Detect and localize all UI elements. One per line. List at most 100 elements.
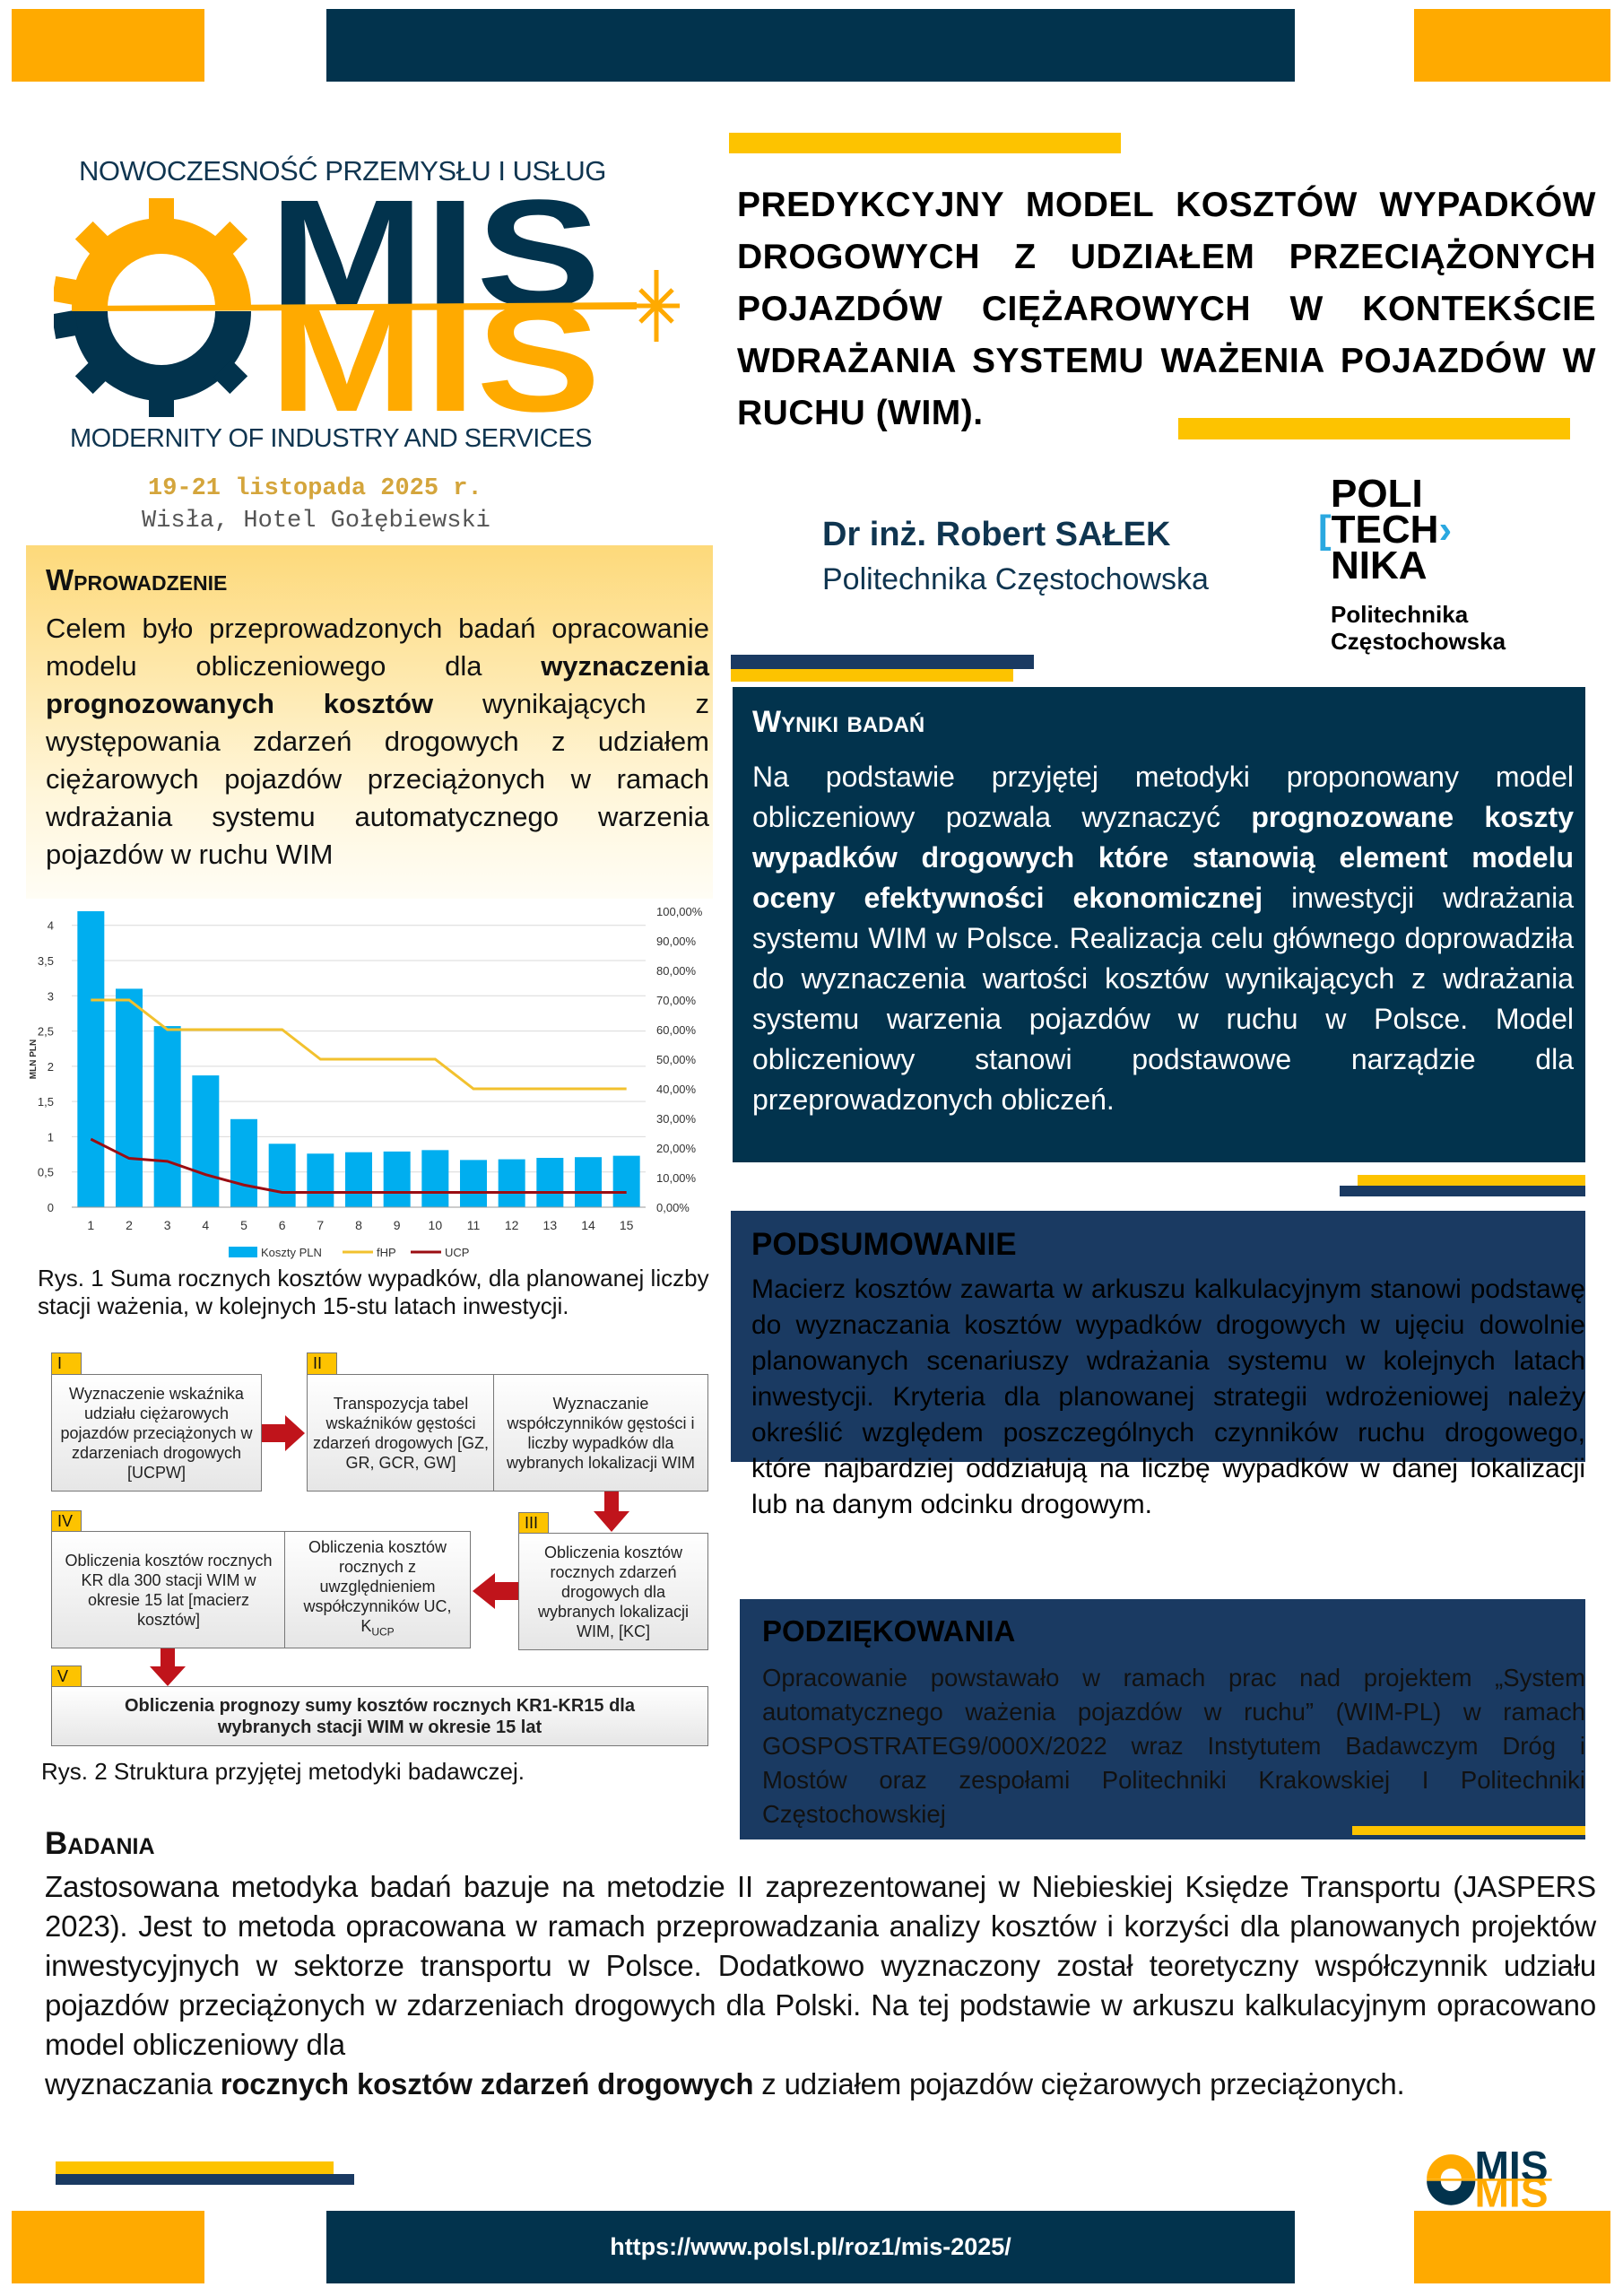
cost-chart: 00,511,522,533,540,00%10,00%20,00%30,00%… bbox=[29, 905, 703, 1259]
divider-yellow bbox=[731, 669, 1013, 682]
bar bbox=[421, 1150, 449, 1207]
series-line-fhp bbox=[91, 998, 627, 1091]
y2-tick-label: 0,00% bbox=[656, 1201, 690, 1214]
bottom-center-bar: https://www.polsl.pl/roz1/mis-2025/ bbox=[326, 2211, 1295, 2283]
conference-logo: NOWOCZESNOŚĆ PRZEMYSŁU I USŁUG MIS MIS M… bbox=[54, 151, 699, 465]
bar bbox=[345, 1152, 372, 1207]
university-logo: POLI [TECH› NIKA Politechnika Częstochow… bbox=[1318, 472, 1506, 656]
x-tick-label: 11 bbox=[467, 1218, 481, 1232]
author-affiliation: Politechnika Częstochowska bbox=[822, 562, 1209, 596]
step-tag: II bbox=[307, 1352, 337, 1374]
x-tick-label: 14 bbox=[581, 1218, 595, 1232]
x-tick-label: 8 bbox=[355, 1218, 362, 1232]
figure1-caption: Rys. 1 Suma rocznych kosztów wypadków, d… bbox=[38, 1265, 709, 1319]
conference-url-link[interactable]: https://www.polsl.pl/roz1/mis-2025/ bbox=[610, 2233, 1011, 2260]
results-section: Wyniki badań Na podstawie przyjętej meto… bbox=[733, 687, 1585, 1162]
acknowledgements-text: Opracowanie powstawało w ramach prac nad… bbox=[762, 1664, 1585, 1828]
arrow-down-icon bbox=[594, 1492, 629, 1532]
bar bbox=[460, 1160, 487, 1207]
x-tick-label: 9 bbox=[394, 1218, 401, 1232]
x-tick-label: 15 bbox=[620, 1218, 634, 1232]
x-tick-label: 3 bbox=[164, 1218, 171, 1232]
research-text: Zastosowana metodyka badań bazuje na met… bbox=[45, 1870, 1596, 2100]
bar bbox=[383, 1151, 411, 1207]
y-tick-label: 2,5 bbox=[38, 1025, 54, 1039]
bar bbox=[192, 1075, 220, 1207]
arrow-left-icon bbox=[473, 1573, 518, 1609]
y2-tick-label: 30,00% bbox=[656, 1112, 697, 1126]
conference-name-pl: NOWOCZESNOŚĆ PRZEMYSŁU I USŁUG bbox=[79, 155, 606, 187]
bar bbox=[153, 1026, 181, 1207]
series-line-ucp bbox=[90, 1137, 627, 1194]
step-tag: I bbox=[51, 1352, 82, 1374]
bottom-left-bar bbox=[12, 2211, 204, 2283]
svg-text:MIS: MIS bbox=[269, 274, 601, 424]
y-tick-label: 1 bbox=[48, 1130, 54, 1144]
legend-label: UCP bbox=[445, 1246, 469, 1259]
y-tick-label: 4 bbox=[48, 919, 54, 933]
legend-label: fHP bbox=[377, 1246, 396, 1259]
legend-swatch-bar bbox=[229, 1247, 257, 1257]
author-name: Dr inż. Robert SAŁEK bbox=[822, 516, 1171, 553]
arrow-down-icon bbox=[150, 1648, 186, 1686]
poster-title: PREDYKCYJNY MODEL KOSZTÓW WYPADKÓW DROGO… bbox=[737, 186, 1596, 432]
y2-tick-label: 80,00% bbox=[656, 964, 697, 978]
y-tick-label: 0,5 bbox=[38, 1166, 54, 1179]
top-center-bar bbox=[326, 9, 1295, 82]
y2-tick-label: 90,00% bbox=[656, 935, 697, 948]
y2-tick-label: 100,00% bbox=[656, 905, 703, 918]
step-2a-box: Transpozycja tabel wskaźników gęstości z… bbox=[307, 1374, 495, 1492]
y2-tick-label: 40,00% bbox=[656, 1083, 697, 1096]
y-tick-label: 0 bbox=[48, 1201, 54, 1214]
summary-heading: PODSUMOWANIE bbox=[751, 1227, 1017, 1262]
y2-tick-label: 70,00% bbox=[656, 994, 697, 1007]
title-accent-bottom bbox=[1178, 418, 1570, 439]
footer-accent-yellow bbox=[56, 2161, 334, 2174]
y2-tick-label: 10,00% bbox=[656, 1171, 697, 1185]
results-accent-navy bbox=[1340, 1186, 1585, 1196]
footer-mis-logo: MIS MIS bbox=[1417, 2143, 1569, 2210]
bar bbox=[498, 1159, 525, 1207]
footer-accent-navy bbox=[56, 2174, 354, 2185]
y-tick-label: 3,5 bbox=[38, 954, 54, 968]
top-left-bar bbox=[12, 9, 204, 82]
x-tick-label: 4 bbox=[202, 1218, 209, 1232]
top-right-bar bbox=[1414, 9, 1610, 82]
divider-navy bbox=[731, 655, 1034, 669]
intro-heading: Wprowadzenie bbox=[46, 563, 228, 596]
step-tag: V bbox=[51, 1665, 82, 1687]
x-tick-label: 13 bbox=[543, 1218, 558, 1232]
bar bbox=[116, 988, 143, 1207]
y-tick-label: 2 bbox=[48, 1060, 54, 1074]
svg-text:MIS: MIS bbox=[1474, 2151, 1548, 2189]
x-tick-label: 10 bbox=[429, 1218, 443, 1232]
x-tick-label: 6 bbox=[279, 1218, 286, 1232]
diagram-arrows bbox=[150, 1415, 629, 1686]
step-tag: IV bbox=[51, 1510, 82, 1532]
x-tick-label: 12 bbox=[505, 1218, 519, 1232]
y2-tick-label: 50,00% bbox=[656, 1053, 697, 1066]
bar bbox=[612, 1155, 640, 1207]
acknowledgements-box bbox=[740, 1599, 1585, 1839]
x-tick-label: 1 bbox=[87, 1218, 94, 1232]
y2-tick-label: 20,00% bbox=[656, 1142, 697, 1155]
conference-dates: 19-21 listopada 2025 r. bbox=[148, 475, 482, 502]
acknowledgements-heading: PODZIĘKOWANIA bbox=[762, 1614, 1016, 1648]
x-tick-label: 7 bbox=[317, 1218, 324, 1232]
x-tick-label: 5 bbox=[240, 1218, 247, 1232]
figure2-caption: Rys. 2 Struktura przyjętej metodyki bada… bbox=[41, 1758, 525, 1785]
y-axis-label: MLN PLN bbox=[29, 1039, 39, 1079]
svg-text:MIS: MIS bbox=[269, 191, 601, 339]
acknowledgements-accent bbox=[1352, 1826, 1585, 1835]
summary-text: Macierz kosztów zawarta w arkuszu kalkul… bbox=[751, 1274, 1585, 1519]
bar bbox=[307, 1153, 334, 1207]
results-heading: Wyniki badań bbox=[752, 705, 925, 739]
step-4a-box: Obliczenia kosztów rocznych KR dla 300 s… bbox=[51, 1531, 286, 1648]
intro-section: Wprowadzenie Celem było przeprowadzonych… bbox=[26, 545, 713, 899]
x-tick-label: 2 bbox=[126, 1218, 133, 1232]
bar bbox=[575, 1157, 602, 1207]
y2-tick-label: 60,00% bbox=[656, 1023, 697, 1037]
results-accent-yellow bbox=[1358, 1175, 1585, 1186]
step-tag: III bbox=[518, 1512, 549, 1534]
research-heading: Badania bbox=[45, 1826, 155, 1861]
